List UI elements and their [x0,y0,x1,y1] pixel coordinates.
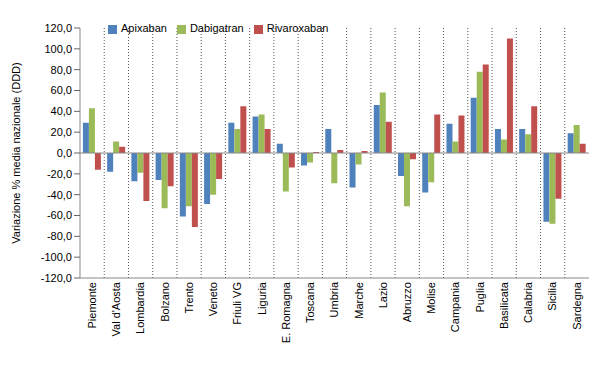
svg-text:Basilicata: Basilicata [498,281,510,329]
html-text:Dabigatran: Dabigatran [189,22,244,34]
svg-text:Piemonte: Piemonte [86,282,98,328]
svg-text:40,0: 40,0 [51,105,72,117]
svg-text:Molise: Molise [425,282,437,314]
svg-text:Abruzzo: Abruzzo [401,282,413,322]
svg-text:Lombardia: Lombardia [134,281,146,334]
svg-text:Veneto: Veneto [207,282,219,316]
svg-text:Trento: Trento [183,282,195,313]
svg-text:0,0: 0,0 [57,147,72,159]
svg-text:-60,0: -60,0 [47,209,72,221]
svg-text:Friuli VG: Friuli VG [231,282,243,325]
svg-text:Campania: Campania [450,281,462,332]
svg-text:20,0: 20,0 [51,126,72,138]
svg-text:Sicilia: Sicilia [546,281,558,311]
svg-text:Umbria: Umbria [328,281,340,317]
html-text:Apixaban: Apixaban [121,22,167,34]
html-text:Rivaroxaban: Rivaroxaban [266,22,329,34]
svg-text:60,0: 60,0 [51,84,72,96]
svg-text:Lazio: Lazio [377,282,389,308]
svg-text:120,0: 120,0 [44,22,72,34]
svg-text:-100,0: -100,0 [41,251,72,263]
svg-text:Calabria: Calabria [522,281,534,323]
svg-text:E. Romagna: E. Romagna [280,281,292,343]
svg-text:-20,0: -20,0 [47,168,72,180]
svg-text:Liguria: Liguria [256,281,268,315]
svg-text:-80,0: -80,0 [47,230,72,242]
svg-text:Marche: Marche [353,282,365,319]
svg-text:80,0: 80,0 [51,64,72,76]
svg-text:-120,0: -120,0 [41,272,72,284]
svg-text:Variazione % media nazionale (: Variazione % media nazionale (DDD) [10,62,22,243]
svg-text:Val d'Aosta: Val d'Aosta [110,281,122,336]
svg-text:100,0: 100,0 [44,43,72,55]
svg-text:Toscana: Toscana [304,281,316,323]
svg-text:-40,0: -40,0 [47,189,72,201]
svg-text:Puglia: Puglia [474,281,486,312]
svg-text:Sardegna: Sardegna [571,281,583,330]
svg-text:Bolzano: Bolzano [159,282,171,322]
